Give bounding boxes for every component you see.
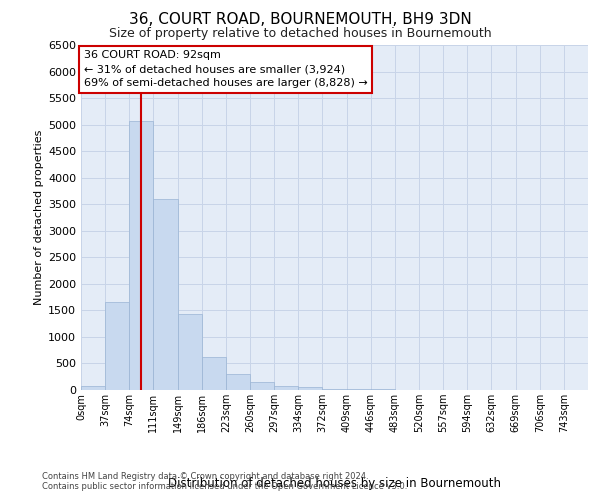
Bar [274, 386, 298, 390]
Bar [347, 389, 371, 390]
Bar [250, 382, 274, 390]
Text: Contains public sector information licensed under the Open Government Licence v3: Contains public sector information licen… [42, 482, 407, 491]
Bar [322, 388, 347, 390]
Bar [154, 199, 178, 390]
Text: Size of property relative to detached houses in Bournemouth: Size of property relative to detached ho… [109, 28, 491, 40]
Bar [202, 357, 226, 390]
Bar [129, 120, 154, 390]
Bar [105, 302, 129, 390]
Bar [178, 314, 202, 390]
Bar [226, 374, 250, 390]
Y-axis label: Number of detached properties: Number of detached properties [34, 130, 44, 305]
Text: Contains HM Land Registry data © Crown copyright and database right 2024.: Contains HM Land Registry data © Crown c… [42, 472, 368, 481]
Text: 36 COURT ROAD: 92sqm
← 31% of detached houses are smaller (3,924)
69% of semi-de: 36 COURT ROAD: 92sqm ← 31% of detached h… [83, 50, 367, 88]
Bar [298, 388, 322, 390]
Bar [81, 386, 105, 390]
X-axis label: Distribution of detached houses by size in Bournemouth: Distribution of detached houses by size … [168, 476, 501, 490]
Text: 36, COURT ROAD, BOURNEMOUTH, BH9 3DN: 36, COURT ROAD, BOURNEMOUTH, BH9 3DN [128, 12, 472, 28]
